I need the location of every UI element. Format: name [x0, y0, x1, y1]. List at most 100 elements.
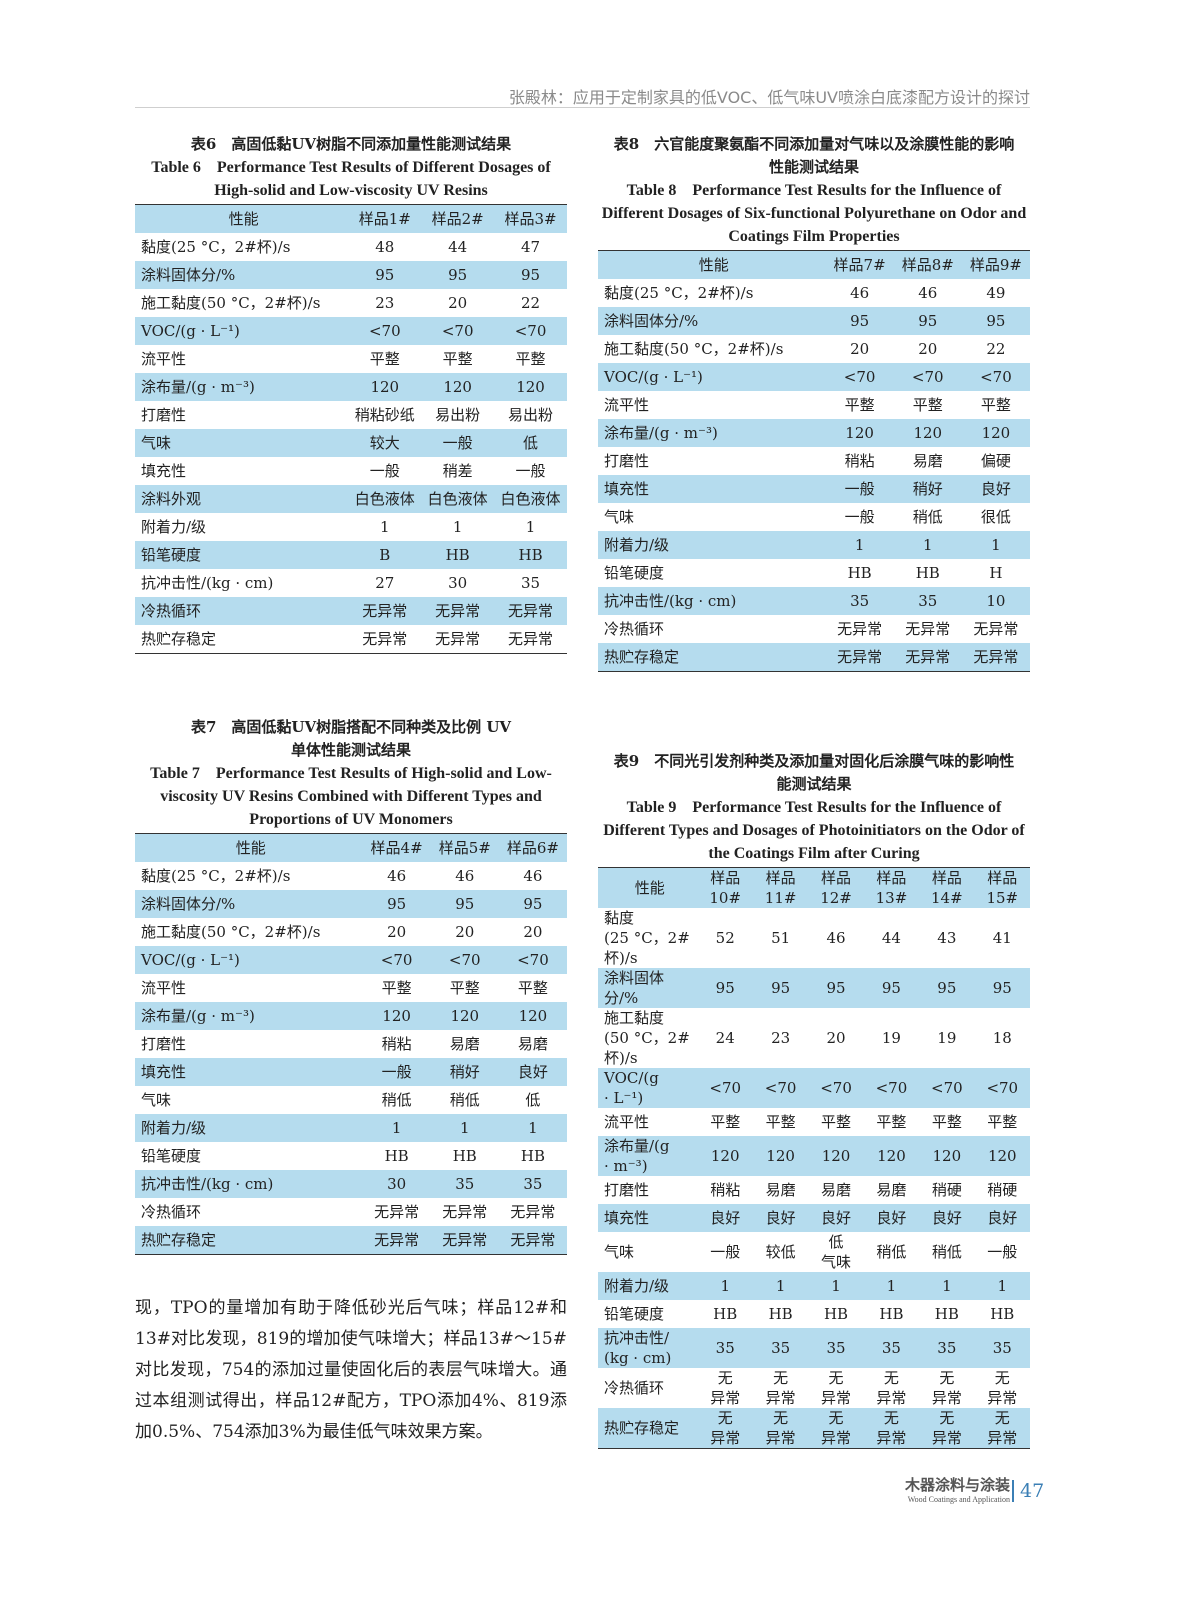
table-cell: 无异常	[362, 630, 408, 648]
table-cell: 无异常	[510, 1203, 556, 1221]
table-cell: 1	[362, 1114, 431, 1142]
row-label: VOC/(g · L⁻¹)	[598, 1068, 698, 1108]
table-cell: HB	[847, 564, 872, 582]
column-header: 样品7#	[825, 250, 894, 279]
table-cell: <70	[974, 1068, 1030, 1108]
table-cell: 无异常	[362, 1226, 431, 1255]
table-cell: 30	[362, 1170, 431, 1198]
table-cell: 19	[937, 1029, 957, 1047]
table8-caption-cn: 表8 六官能度聚氨酯不同添加量对气味以及涂膜性能的影响性能测试结果	[613, 135, 1015, 176]
table7-block: 表7 高固低黏UV树脂搭配不同种类及比例 UV单体性能测试结果 Table 7 …	[135, 716, 567, 1255]
table-cell: 120	[421, 373, 495, 401]
row-label: 流平性	[141, 350, 187, 368]
table-cell: 95	[421, 261, 495, 289]
table-cell: 无异常	[973, 620, 1019, 638]
table-row: 涂料固体分/% 95 95 95	[135, 261, 567, 289]
table-cell: 白色液体	[421, 485, 495, 513]
row-label: 抗冲击性/(kg · cm)	[135, 1170, 363, 1198]
table6: 性能 样品1# 样品2# 样品3# 黏度(25 °C，2#杯)/s 48 44 47 涂料固体分…	[135, 204, 567, 654]
table-row: 流平性 平整 平整 平整 平整 平整 平整	[598, 1108, 1030, 1136]
table-cell: 低	[525, 1091, 541, 1109]
table-cell: 22	[521, 294, 541, 312]
table-cell: 易磨	[765, 1181, 796, 1199]
table-cell: 43	[937, 929, 957, 947]
table-cell: 稍低	[876, 1243, 907, 1261]
table-cell: 120	[974, 1136, 1030, 1176]
table-cell: 95	[919, 968, 975, 1008]
table-cell: 35	[430, 1170, 499, 1198]
table-cell: 35	[808, 1328, 864, 1368]
row-label: VOC/(g · L⁻¹)	[135, 317, 349, 345]
table-row: 黏度(25 °C，2#杯)/s 46 46 49	[598, 279, 1030, 307]
table-cell: 35	[863, 1328, 920, 1368]
row-label: 热贮存稳定	[598, 1408, 698, 1449]
table-cell: 95	[961, 307, 1030, 335]
table-cell: 一般	[362, 1058, 431, 1086]
table-cell: <70	[697, 1068, 753, 1108]
table-cell: 1	[498, 1114, 567, 1142]
table-cell: 1	[752, 1272, 809, 1300]
row-label: 填充性	[598, 475, 826, 503]
table-cell: 平整	[821, 1113, 852, 1131]
row-label: 铅笔硬度	[141, 1147, 202, 1165]
table-cell: 无 异常	[919, 1408, 975, 1449]
table-cell: 稍硬	[931, 1181, 962, 1199]
table-cell: 23	[375, 294, 395, 312]
table-cell: 49	[986, 284, 1006, 302]
table-cell: 无异常	[498, 1226, 567, 1255]
table-cell: 35	[752, 1328, 809, 1368]
table-cell: 无异常	[905, 620, 951, 638]
table-cell: 1	[697, 1272, 753, 1300]
table-cell: 35	[521, 574, 541, 592]
column-header: 样品3#	[494, 204, 567, 233]
table-cell: HB	[915, 564, 940, 582]
table-cell: H	[989, 564, 1003, 582]
table-row: 流平性 平整 平整 平整	[135, 974, 567, 1002]
table-header-row: 性能 样品7# 样品8# 样品9#	[598, 250, 1030, 279]
table-cell: 23	[771, 1029, 791, 1047]
table-cell: 稍低	[449, 1091, 480, 1109]
table-cell: 稍差	[442, 462, 473, 480]
row-label: 涂布量/(g · m⁻³)	[598, 1136, 698, 1176]
row-label: 施工黏度(50 °C，2#杯)/s	[141, 294, 321, 312]
table-cell: HB	[494, 541, 567, 569]
table-cell: 平整	[912, 396, 943, 414]
table-cell: 无异常	[837, 620, 883, 638]
table-cell: 平整	[369, 350, 400, 368]
table-cell: 无 异常	[765, 1369, 796, 1407]
table-cell: 20	[850, 340, 870, 358]
table-row: 施工黏度 (50 °C，2#杯)/s 24 23 20 19 19 18	[598, 1008, 1030, 1068]
table-row: 抗冲击性/ (kg · cm) 35 35 35 35 35 35	[598, 1328, 1030, 1368]
table-cell: 1	[825, 531, 894, 559]
table-cell: 稍粘	[381, 1035, 412, 1053]
table9-caption-en: Table 9 Performance Test Results for the…	[603, 799, 1025, 862]
column-header: 样品2#	[421, 204, 495, 233]
table-cell: 较低	[765, 1243, 796, 1261]
table-cell: 稍粘砂纸	[354, 406, 415, 424]
table-cell: HB	[768, 1305, 793, 1323]
table-cell: 无 异常	[974, 1408, 1030, 1449]
table-cell: 120	[697, 1136, 753, 1176]
table-cell: 稍粘	[844, 452, 875, 470]
table-cell: 51	[771, 929, 791, 947]
column-header: 样品4#	[362, 833, 431, 862]
table-cell: HB	[384, 1147, 409, 1165]
row-label: 打磨性	[141, 1035, 187, 1053]
table-cell: 无 异常	[987, 1369, 1018, 1407]
table-row: 黏度 (25 °C，2#杯)/s 52 51 46 44 43 41	[598, 908, 1030, 968]
table-cell: 平整	[381, 979, 412, 997]
table-row: VOC/(g · L⁻¹) <70 <70 <70	[598, 363, 1030, 391]
table-cell: 无异常	[421, 597, 495, 625]
table-cell: 白色液体	[494, 485, 567, 513]
row-label: 涂料固体分/%	[598, 968, 698, 1008]
row-label: 涂料固体分/%	[135, 261, 349, 289]
row-label: 附着力/级	[598, 1272, 698, 1300]
table-cell: 95	[697, 968, 753, 1008]
table-cell: HB	[421, 541, 495, 569]
table-cell: 易磨	[449, 1035, 480, 1053]
table-cell: 平整	[931, 1113, 962, 1131]
column-header: 样品 10#	[697, 867, 753, 908]
column-header: 样品 15#	[974, 867, 1030, 908]
row-label: 热贮存稳定	[598, 643, 826, 672]
